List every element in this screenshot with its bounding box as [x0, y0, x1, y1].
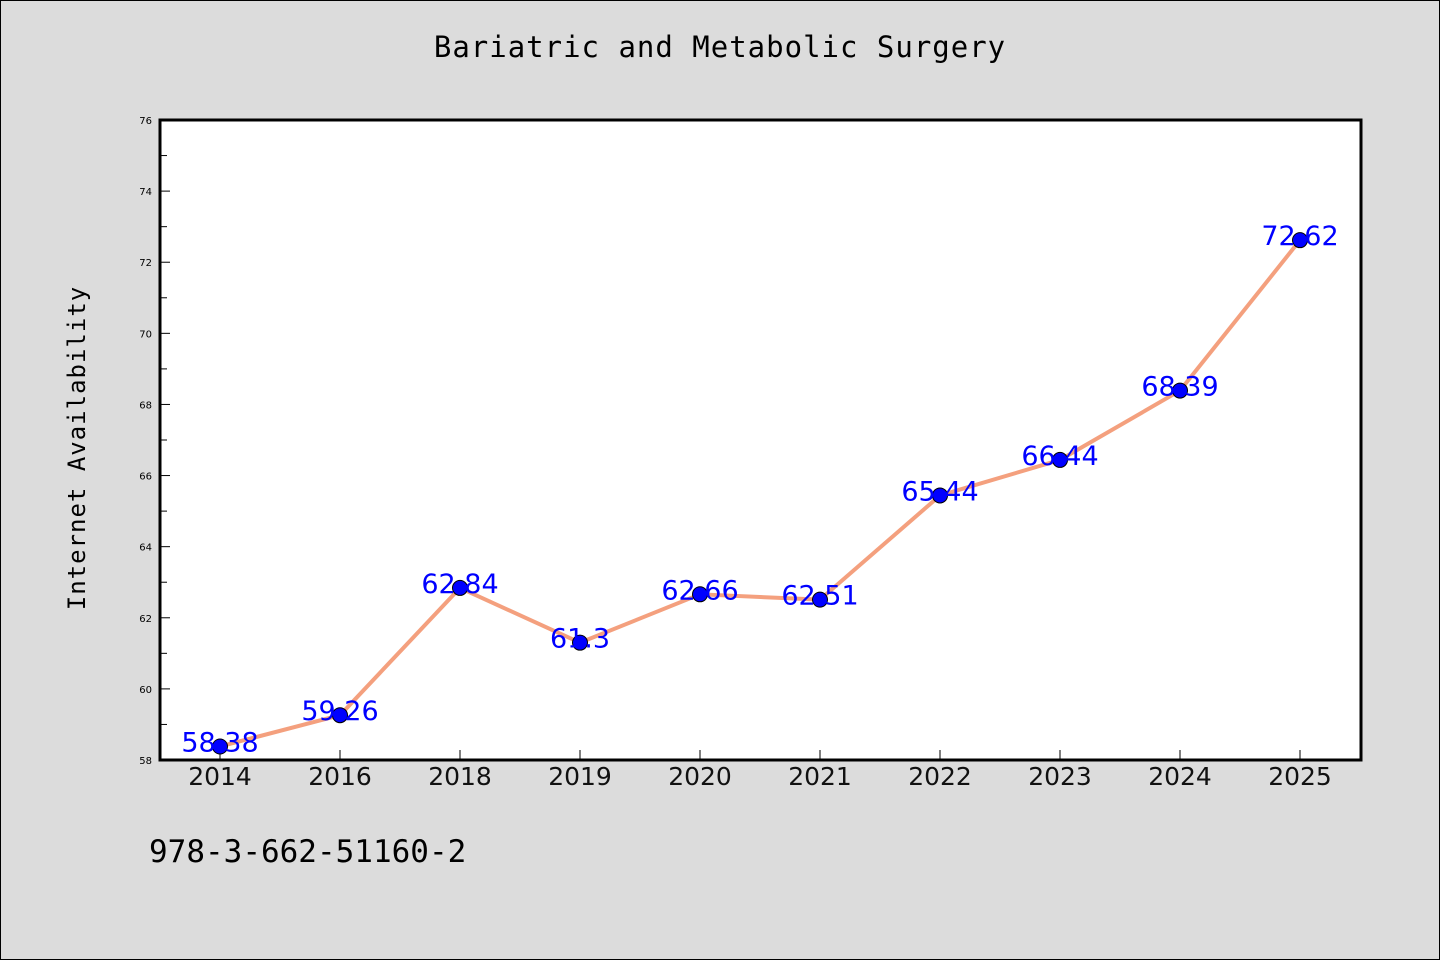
y-tick-label: 76: [139, 116, 152, 127]
data-label: 62.51: [781, 581, 858, 612]
y-tick-label: 70: [139, 329, 152, 340]
y-tick-label: 64: [139, 543, 152, 554]
data-point: [572, 634, 588, 651]
data-label: 62.66: [661, 575, 738, 606]
y-tick-label: 74: [139, 187, 152, 198]
data-point: [452, 579, 468, 596]
x-tick-label: 2024: [1148, 762, 1212, 791]
x-axis-ticks: 2014 2016 2018 2019 2020 2021 2022 2023 2024 2025: [188, 750, 1332, 791]
data-label: 72.62: [1261, 221, 1338, 252]
data-point: [812, 591, 828, 608]
data-point: [1172, 382, 1188, 399]
x-tick-label: 2019: [548, 762, 612, 791]
y-tick-label: 60: [139, 685, 152, 696]
y-tick-label: 58: [139, 756, 152, 767]
data-label: 59.26: [301, 696, 378, 727]
data-point: [212, 738, 228, 755]
x-tick-label: 2014: [188, 762, 252, 791]
data-markers: [212, 232, 1308, 755]
x-tick-label: 2023: [1028, 762, 1092, 791]
x-tick-label: 2018: [428, 762, 492, 791]
y-tick-label: 72: [139, 258, 152, 269]
y-tick-label: 66: [139, 472, 152, 483]
plot-border: [158, 118, 1363, 762]
data-point: [1052, 451, 1068, 468]
data-label: 62.84: [421, 569, 498, 600]
data-point: [332, 707, 348, 724]
plot-area: [160, 120, 1361, 760]
data-label: 65.44: [901, 476, 978, 507]
data-label: 58.38: [181, 727, 258, 758]
data-point: [932, 487, 948, 504]
y-tick-label: 68: [139, 400, 152, 411]
x-tick-label: 2025: [1268, 762, 1332, 791]
y-tick-label: 62: [139, 614, 152, 625]
footer-code: 978-3-662-51160-2: [149, 834, 467, 870]
data-label: 68.39: [1141, 372, 1218, 403]
data-label: 61.3: [550, 624, 610, 655]
series-line: [218, 238, 1302, 749]
data-point: [692, 586, 708, 603]
data-point: [1292, 232, 1308, 249]
data-labels: 58.38 59.26 62.84 61.3 62.66 62.51 65.44 66.44 6…: [181, 221, 1338, 758]
x-tick-label: 2022: [908, 762, 972, 791]
data-label: 66.44: [1021, 441, 1098, 472]
chart-title: Bariatric and Metabolic Surgery: [433, 30, 1007, 64]
x-tick-label: 2021: [788, 762, 852, 791]
x-tick-label: 2020: [668, 762, 732, 791]
x-tick-label: 2016: [308, 762, 372, 791]
